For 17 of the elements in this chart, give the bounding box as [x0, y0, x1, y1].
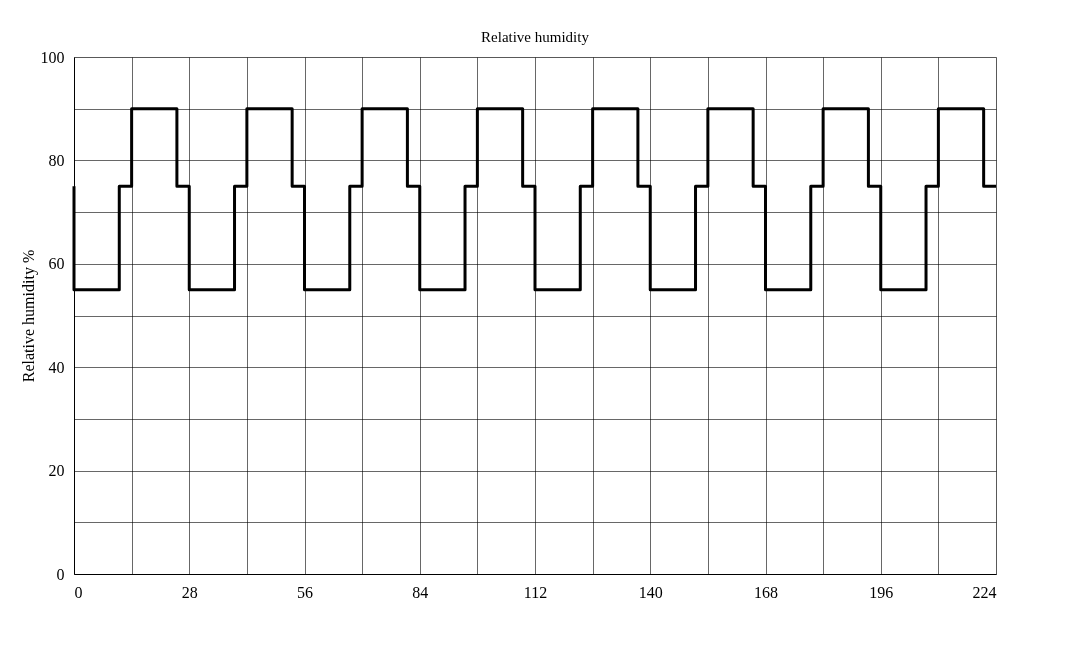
x-tick-label: 140 [638, 583, 663, 601]
x-tick-label: 56 [297, 583, 313, 601]
y-tick-label: 40 [48, 358, 65, 376]
x-tick-label: 168 [754, 583, 778, 601]
x-tick-label: 0 [74, 583, 83, 601]
x-tick-label: 224 [972, 583, 997, 601]
y-tick-label: 100 [40, 48, 65, 66]
y-tick-label: 20 [48, 462, 65, 480]
x-tick-label: 28 [181, 583, 198, 601]
x-tick-label: 84 [412, 583, 429, 601]
chart-title: Relative humidity [481, 29, 590, 45]
y-tick-label: 0 [56, 565, 65, 583]
x-tick-label: 112 [523, 583, 548, 601]
y-tick-label: 60 [48, 255, 65, 273]
x-tick-label: 196 [869, 583, 894, 601]
y-axis-title: Relative humidity % [19, 249, 38, 383]
y-tick-label: 80 [48, 151, 65, 169]
